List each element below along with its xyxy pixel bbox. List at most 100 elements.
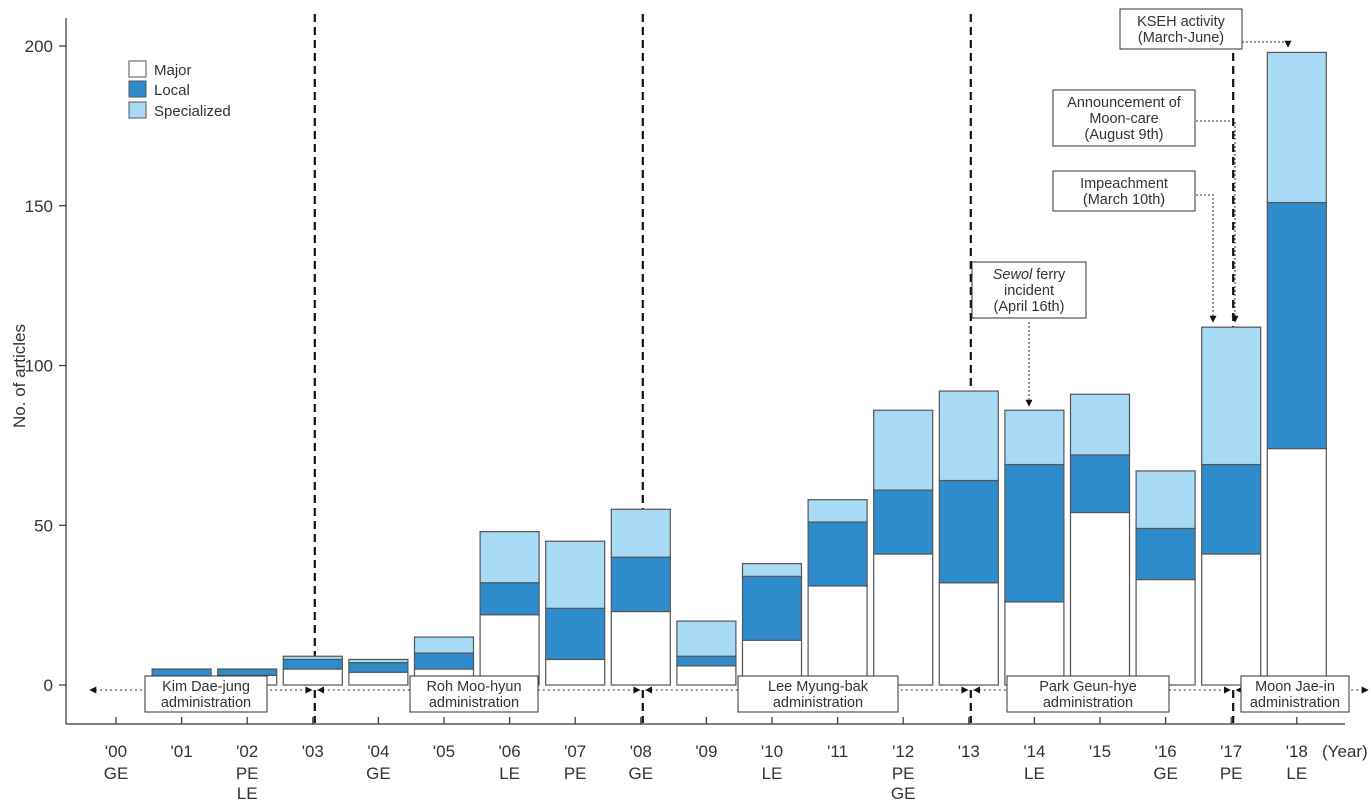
bar-stacks [151,51,1327,686]
x-tick-label-12: '12 [892,742,914,761]
legend: Major Local Specialized [128,60,231,120]
admin-label-1-0: Roh Moo-hyun [426,679,521,695]
annotation-box-2 [1052,170,1196,212]
x-tick-label-7: '07 [564,742,586,761]
x-tick-label-8: '08 [630,742,652,761]
bar-specialized-10 [741,562,803,577]
x-axis-unit-label: (Year) [1322,742,1368,761]
bar-specialized-18 [1266,51,1327,204]
annotation-label-1-0: Announcement of [1067,95,1182,111]
x-tick-note-7-0: PE [564,764,587,783]
x-tick-label-15: '15 [1089,742,1111,761]
bar-specialized-3 [282,655,343,661]
event-annotations: KSEH activity(March-June) Announcement of… [971,8,1292,407]
annotation-label-3-2: (April 16th) [994,299,1065,315]
x-tick-note-18-0: LE [1286,764,1307,783]
x-tick-label-2: '02 [236,742,258,761]
x-tick-label-11: '11 [827,742,848,761]
annotation-label-1-1: Moon-care [1089,111,1158,127]
bar-major-14 [1004,601,1065,686]
legend-swatch-major [128,60,147,78]
admin-label-2-0: Lee Myung-bak [768,679,869,695]
x-tick-note-2-0: PE [236,764,259,783]
bar-local-13 [938,479,999,584]
x-tick-note-17-0: PE [1220,764,1243,783]
admin-label-4-0: Moon Jae-in [1255,679,1335,695]
admin-box-3 [1006,675,1170,713]
bar-local-4 [348,662,409,673]
legend-label-specialized: Specialized [154,103,231,120]
bar-local-17 [1201,463,1262,555]
legend-label-local: Local [154,82,190,99]
x-tick-label-0: '00 [105,742,127,761]
annotation-label-2-0: Impeachment [1080,176,1168,192]
bar-specialized-14 [1004,409,1065,466]
admin-box-1 [409,675,539,713]
x-tick-label-1: '01 [171,742,193,761]
bar-local-18 [1266,201,1327,450]
admin-label-0-1: administration [161,695,251,711]
bar-specialized-12 [873,409,934,491]
admin-box-2 [737,675,899,713]
x-tick-note-8-0: GE [629,764,654,783]
x-tick-note-12-0: PE [892,764,915,783]
bar-local-6 [479,582,540,616]
bar-major-13 [938,582,999,686]
bar-major-18 [1266,447,1327,686]
y-tick-label-100: 100 [25,357,53,376]
x-tick-label-14: '14 [1023,742,1045,761]
bar-specialized-6 [479,531,540,584]
bar-major-3 [282,668,343,686]
y-tick-label-0: 0 [44,676,53,695]
admin-label-3-1: administration [1043,695,1133,711]
y-tick-label-200: 200 [25,37,53,56]
annotation-box-3 [971,261,1087,319]
bar-local-9 [676,655,737,667]
annotation-label-0-1: (March-June) [1138,30,1224,46]
x-tick-label-5: '05 [433,742,455,761]
x-tick-label-3: '03 [302,742,324,761]
x-tick-note-4-0: GE [366,764,391,783]
annotation-label-2-1: (March 10th) [1083,192,1165,208]
x-tick-note-6-0: LE [499,764,520,783]
bar-local-16 [1135,527,1196,581]
annotation-arrow-1 [1196,120,1239,323]
admin-label-2-1: administration [773,695,863,711]
bar-local-11 [807,521,868,587]
x-tick-label-6: '06 [499,742,521,761]
y-tick-label-150: 150 [25,197,53,216]
annotation-label-0-0: KSEH activity [1137,14,1226,30]
bar-specialized-13 [938,390,999,482]
axes: 050100150200'00GE'01'02PELE'03'04GE'05'0… [25,18,1345,803]
annotation-label-3-1: incident [1004,283,1054,299]
admin-label-0-0: Kim Dae-jung [162,679,250,695]
admin-label-4-1: administration [1250,695,1340,711]
bar-major-6 [479,614,540,686]
x-tick-note-10-0: LE [762,764,783,783]
bar-specialized-7 [545,540,606,609]
x-tick-label-16: '16 [1155,742,1177,761]
bar-local-15 [1069,454,1131,514]
admin-box-4 [1240,675,1350,713]
y-axis-label: No. of articles [10,324,29,428]
admin-box-0 [144,675,268,713]
annotation-label-1-2: (August 9th) [1085,127,1164,143]
bar-major-7 [545,658,606,686]
bar-specialized-9 [676,620,737,657]
annotation-box-0 [1119,8,1243,50]
bar-major-11 [807,585,868,686]
bar-major-16 [1135,578,1196,686]
bar-specialized-17 [1201,326,1262,466]
legend-swatch-specialized [128,101,147,119]
bar-local-5 [413,652,475,670]
bar-local-2 [217,668,278,677]
x-tick-note-0-0: GE [104,764,129,783]
annotation-box-1 [1052,89,1196,147]
x-tick-note-16-0: GE [1153,764,1178,783]
x-tick-label-18: '18 [1286,742,1308,761]
bar-specialized-5 [413,636,475,654]
bar-specialized-8 [610,508,671,558]
admin-label-3-0: Park Geun-hye [1039,679,1137,695]
